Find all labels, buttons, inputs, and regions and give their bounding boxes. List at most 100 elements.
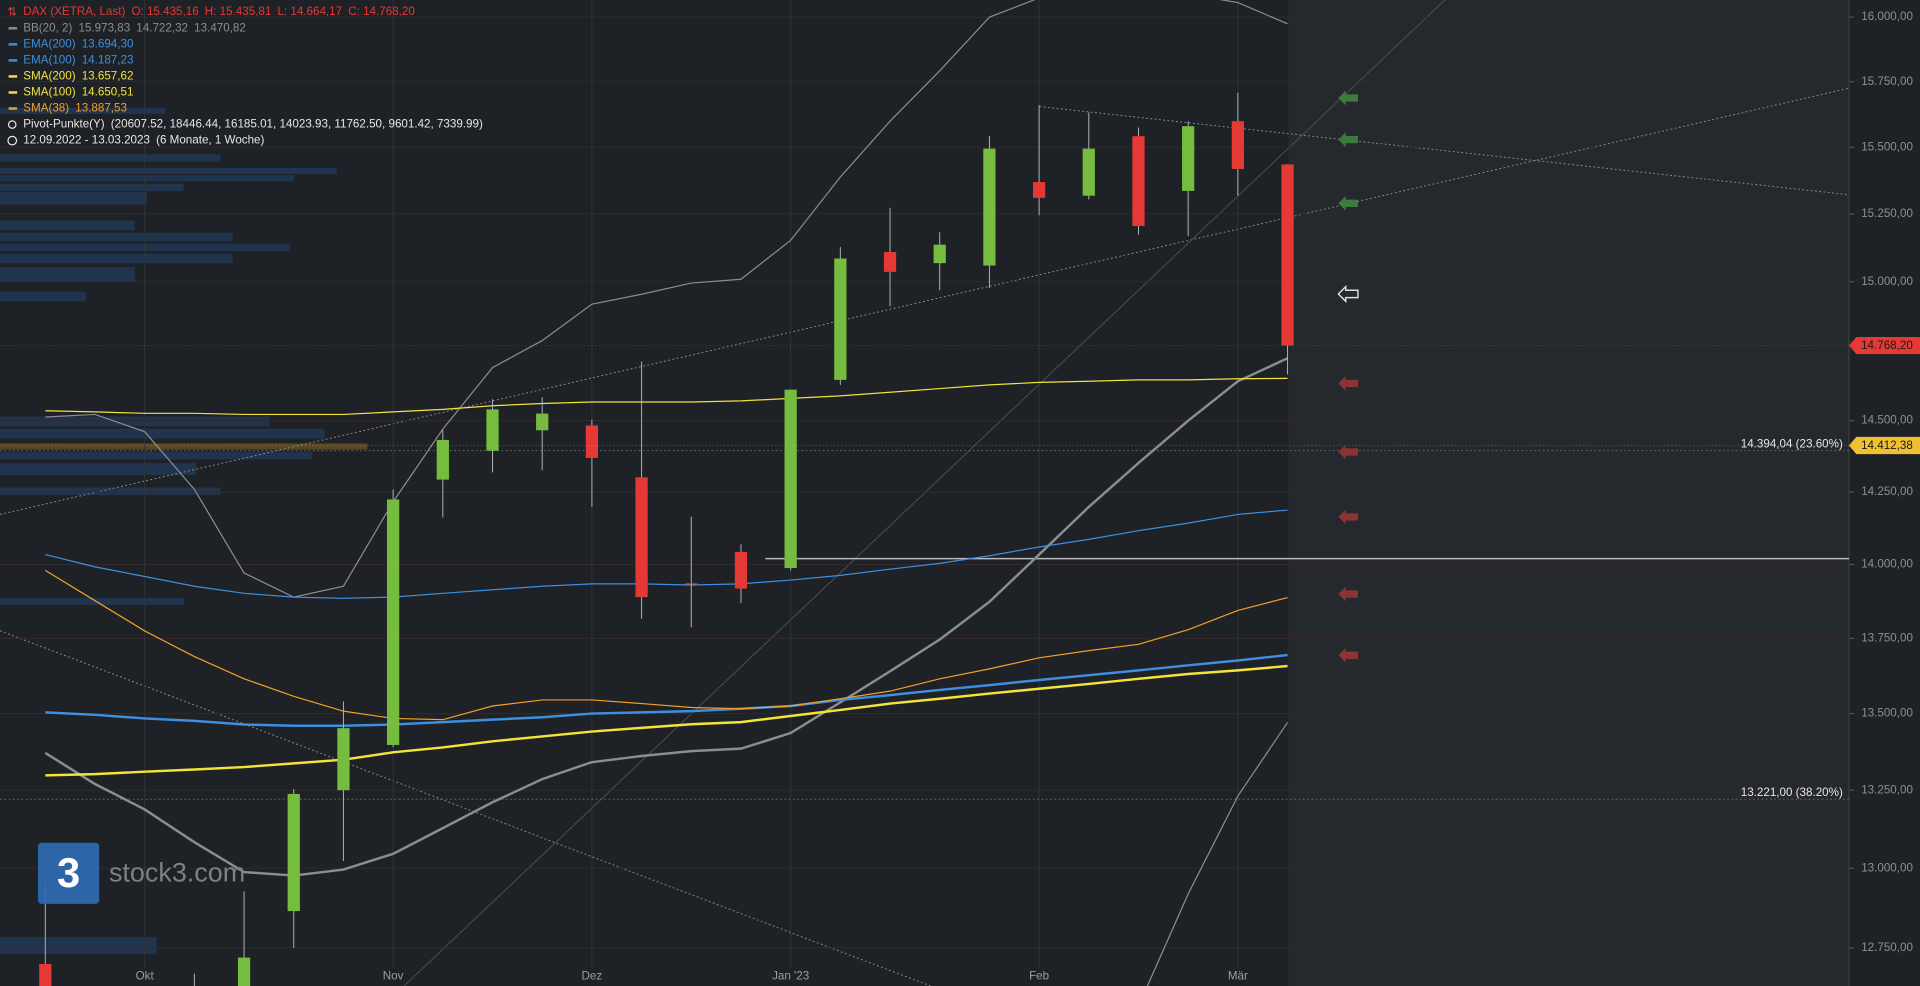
legend-text: SMA(100) [23, 86, 75, 99]
volume-bar [0, 416, 270, 427]
volume-bar [0, 253, 233, 264]
volume-bar [0, 107, 166, 114]
x-tick-label: Nov [383, 969, 404, 982]
volume-bar [0, 232, 233, 242]
x-tick-label: Feb [1029, 969, 1049, 982]
legend-text: EMA(100) [23, 53, 75, 66]
grid [0, 0, 1849, 968]
legend-entry: SMA(38) 13.887,53 [23, 102, 127, 115]
x-tick-label: Mär [1228, 969, 1248, 982]
legend-text: C: 14.768,20 [348, 5, 415, 18]
legend-text: L: 14.664,17 [277, 5, 342, 18]
candle-body [1132, 136, 1145, 227]
legend-text: O: 15.435,16 [131, 5, 198, 18]
legend-icon: ⇅ [7, 5, 17, 18]
trendline [1039, 106, 1849, 196]
y-tick-label: 15.000,00 [1861, 275, 1913, 288]
legend-text: (6 Monate, 1 Woche) [156, 134, 264, 147]
candle-body [585, 425, 599, 458]
price-tag [1848, 336, 1920, 355]
legend-icon [7, 135, 18, 146]
candle-body [1231, 121, 1244, 170]
bb-lower [1146, 722, 1289, 986]
volume-bar [0, 428, 325, 439]
y-tick-label: 13.500,00 [1861, 707, 1913, 720]
candle-body [536, 413, 549, 431]
candle-body [1032, 182, 1046, 198]
logo-box [37, 842, 100, 904]
volume-bar [0, 183, 184, 192]
legend-entry: EMA(200) 13.694,30 [23, 37, 134, 50]
legend-text: 14.722,32 [136, 21, 188, 34]
y-tick-label: 13.750,00 [1861, 631, 1913, 644]
candle-body [486, 409, 499, 451]
volume-bar [0, 267, 135, 282]
volume-bar [0, 487, 221, 495]
volume-bar [0, 192, 147, 205]
price-tag [1848, 436, 1920, 455]
fib-label: 14.394,04 (23.60%) [1741, 438, 1843, 451]
y-tick-label: 14.500,00 [1861, 414, 1913, 427]
volume-bar [0, 291, 86, 302]
legend-entry: BB(20, 2) 15.973,83 14.722,32 13.470,82 [23, 21, 246, 34]
indicator-line [44, 569, 1288, 721]
volume-bar [0, 451, 313, 460]
candle-body [734, 551, 748, 589]
candle-body [685, 583, 698, 585]
legend-text: (20607.52, 18446.44, 16185.01, 14023.93,… [111, 118, 483, 131]
legend-text: 14.650,51 [82, 86, 134, 99]
legend-text: 15.973,83 [78, 21, 130, 34]
y-tick-label: 13.250,00 [1861, 783, 1913, 796]
candle-body [1082, 148, 1095, 196]
legend-entry: SMA(200) 13.657,62 [23, 70, 133, 83]
y-tick-label: 12.750,00 [1861, 941, 1913, 954]
logo-text: 3 [57, 849, 80, 896]
y-tick-label: 15.250,00 [1861, 207, 1913, 220]
legend-text: 13.694,30 [82, 37, 134, 50]
price-tag-label: 14.768,20 [1861, 339, 1913, 352]
candle-body [1281, 164, 1294, 346]
legend-text: DAX (XETRA, Last) [23, 5, 125, 18]
indicator-line [45, 377, 1288, 416]
trendline [0, 87, 1849, 515]
volume-bar [0, 167, 337, 174]
indicator-line [45, 509, 1288, 599]
legend-text: 13.887,53 [75, 102, 127, 115]
y-tick-label: 16.000,00 [1861, 10, 1913, 23]
legend-text: 13.470,82 [194, 21, 246, 34]
volume-bar [0, 443, 368, 450]
legend-text: BB(20, 2) [23, 21, 72, 34]
x-tick-label: Dez [582, 969, 603, 982]
legend-text: EMA(200) [23, 37, 75, 50]
legend-entry: DAX (XETRA, Last) O: 15.435,16 H: 15.435,8… [23, 5, 415, 18]
fib-label: 13.221,00 (38.20%) [1741, 786, 1843, 799]
watermark: 3 stock3.com [37, 842, 245, 904]
price-axis: 12.750,00 13.000,00 13.250,00 13.500,00 13.7… [1848, 10, 1920, 954]
y-tick-label: 14.000,00 [1861, 558, 1913, 571]
candle-body [883, 252, 897, 272]
legend-entry: SMA(100) 14.650,51 [23, 86, 133, 99]
volume-bar [0, 597, 184, 606]
legend-text: 12.09.2022 - 13.03.2023 [23, 134, 150, 147]
candle-body [983, 148, 996, 266]
candle-body [436, 439, 449, 480]
y-tick-label: 15.750,00 [1861, 75, 1913, 88]
candle-body [237, 957, 251, 986]
trendline [403, 0, 1446, 986]
bb-upper [45, 0, 1288, 598]
candle-body [387, 499, 400, 745]
candle-body [834, 258, 847, 380]
future-area [1288, 0, 1849, 986]
x-tick-label: Jan '23 [772, 969, 809, 982]
legend-text: Pivot-Punkte(Y) [23, 118, 105, 131]
volume-bar [0, 175, 294, 182]
bb-middle [44, 357, 1289, 877]
candle-body [933, 244, 946, 264]
legend-text: H: 15.435,81 [205, 5, 272, 18]
price-tag-label: 14.412,38 [1861, 439, 1913, 452]
legend-entry: 12.09.2022 - 13.03.2023 (6 Monate, 1 Woch… [23, 134, 264, 147]
volume-bar [0, 462, 196, 476]
candle-body [39, 963, 52, 986]
y-tick-label: 15.500,00 [1861, 140, 1913, 153]
